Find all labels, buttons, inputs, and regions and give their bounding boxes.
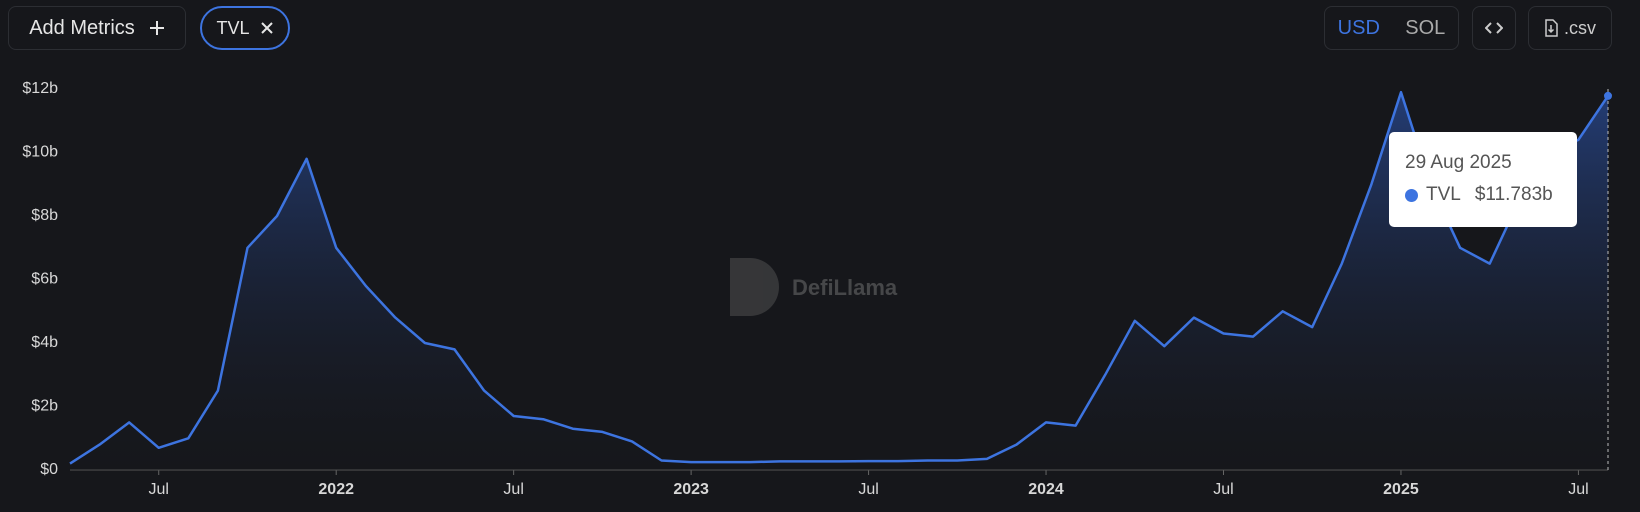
watermark: DefiLlama bbox=[730, 258, 898, 316]
metric-chip-label: TVL bbox=[216, 17, 250, 38]
csv-button[interactable]: .csv bbox=[1528, 6, 1612, 50]
x-tick-label: Jul bbox=[1568, 481, 1588, 498]
tooltip-series: TVL bbox=[1426, 184, 1461, 205]
currency-usd[interactable]: USD bbox=[1337, 16, 1380, 39]
watermark-text: DefiLlama bbox=[792, 275, 898, 300]
area-line bbox=[69, 90, 1610, 465]
add-metrics-label: Add Metrics bbox=[29, 16, 135, 39]
remove-icon bbox=[260, 22, 273, 34]
y-tick-label: $8b bbox=[31, 207, 58, 224]
tooltip-date: 29 Aug 2025 bbox=[1405, 152, 1512, 173]
currency-toggle: USD SOL bbox=[1324, 6, 1459, 50]
currency-sol[interactable]: SOL bbox=[1405, 16, 1446, 39]
x-tick-label: 2022 bbox=[318, 481, 354, 498]
x-tick-label: Jul bbox=[1213, 481, 1233, 498]
hover-dot bbox=[1604, 91, 1612, 100]
add-metrics-button[interactable]: Add Metrics bbox=[8, 6, 186, 50]
area-fill bbox=[70, 92, 1608, 470]
y-tick-label: $6b bbox=[31, 271, 58, 288]
x-tick-label: 2024 bbox=[1028, 481, 1064, 498]
tooltip: 29 Aug 2025 TVL $11.783b bbox=[1389, 132, 1577, 227]
x-tick-label: 2023 bbox=[673, 481, 709, 498]
y-tick-label: $12b bbox=[22, 80, 58, 97]
x-tick-label: Jul bbox=[149, 481, 169, 498]
y-tick-label: $4b bbox=[31, 334, 58, 351]
download-icon bbox=[1545, 19, 1558, 37]
y-tick-label: $0 bbox=[40, 461, 58, 478]
tooltip-value: $11.783b bbox=[1474, 184, 1553, 205]
tooltip-dot bbox=[1405, 188, 1418, 202]
csv-label: .csv bbox=[1563, 17, 1596, 38]
y-tick-label: $10b bbox=[22, 144, 58, 161]
code-icon bbox=[1485, 22, 1503, 34]
y-tick-label: $2b bbox=[31, 398, 58, 415]
x-tick-label: Jul bbox=[858, 481, 878, 498]
tooltip-row: TVL $11.783b bbox=[1405, 184, 1561, 206]
x-tick-label: 2025 bbox=[1383, 481, 1419, 498]
embed-button[interactable] bbox=[1472, 6, 1516, 50]
x-tick-label: Jul bbox=[503, 481, 523, 498]
metric-chip[interactable]: TVL bbox=[200, 6, 290, 50]
plus-icon bbox=[149, 21, 164, 35]
